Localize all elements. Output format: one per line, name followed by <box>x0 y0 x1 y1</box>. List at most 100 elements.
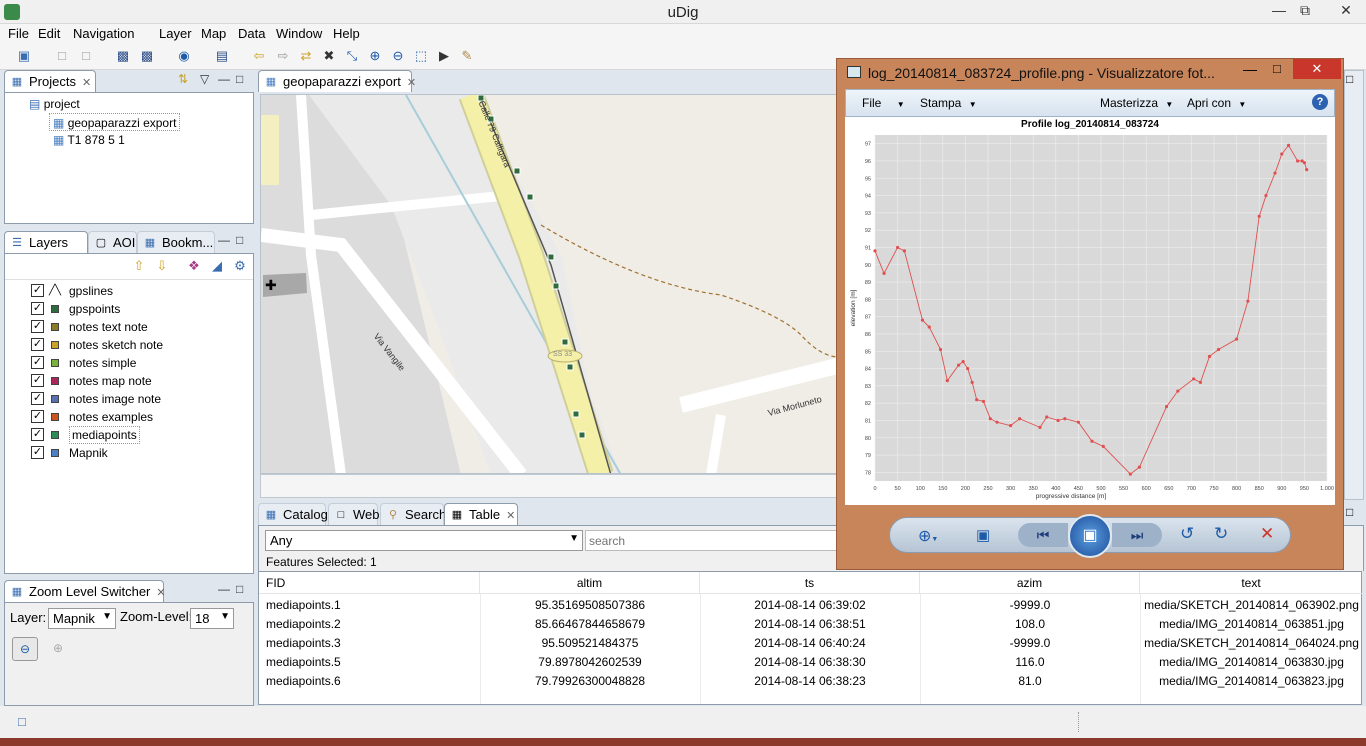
layer-select[interactable]: Mapnik ▼ <box>48 608 116 629</box>
tab-layers[interactable]: ☰ Layers <box>4 231 88 253</box>
restore-icon[interactable]: ⧉ <box>1300 2 1310 18</box>
viewer-minimize-icon[interactable]: — <box>1243 61 1257 77</box>
tab-aoi[interactable]: ▢ AOI <box>88 231 137 253</box>
tree-map-t1[interactable]: ▦ T1 878 5 1 <box>53 131 125 149</box>
layer-visibility-checkbox[interactable]: ✓ <box>31 410 44 423</box>
layer-row-notes-sketch-note[interactable]: ✓ notes sketch note <box>29 336 249 354</box>
close-icon[interactable]: ✕ <box>506 510 516 522</box>
menu-map[interactable]: Map <box>201 26 227 41</box>
column-header-altim[interactable]: altim <box>480 572 700 594</box>
zoom-icon[interactable]: ⊕▼ <box>918 528 939 545</box>
viewer-menu-apri-con[interactable]: Apri con ▼ <box>1187 96 1246 110</box>
previous-icon[interactable]: ⏮ <box>1018 523 1068 547</box>
minimize-panel-icon[interactable]: — <box>218 582 230 596</box>
back-icon[interactable]: ⇦ <box>253 48 265 63</box>
fit-window-icon[interactable]: ▣ <box>976 527 991 544</box>
column-header-text[interactable]: text <box>1140 572 1363 594</box>
close-icon[interactable]: ✕ <box>81 77 92 89</box>
tab-web[interactable]: □ Web <box>328 503 380 525</box>
save-icon[interactable]: □ <box>58 48 66 63</box>
help-icon[interactable]: ? <box>1312 94 1328 110</box>
tab-bookmarks[interactable]: ▦ Bookm... <box>137 231 215 253</box>
minimize-panel-icon[interactable]: — <box>218 72 230 86</box>
edit-icon[interactable]: ✎ <box>461 48 473 63</box>
table-row[interactable]: mediapoints.5 79.8978042602539 2014-08-14 … <box>259 653 1363 672</box>
layer-row-gpspoints[interactable]: ✓ gpspoints <box>29 300 249 318</box>
maximize-panel-icon[interactable]: □ <box>236 233 244 247</box>
tab-search[interactable]: ⚲ Search <box>380 503 446 525</box>
forward-icon[interactable]: ⇨ <box>277 48 289 63</box>
move-up-icon[interactable]: ⇧ <box>133 258 145 273</box>
map-canvas[interactable]: ✚ Calle 79 Calligara Via Vangile Via Mor… <box>260 94 838 474</box>
maximize-panel-icon[interactable]: □ <box>1346 505 1354 519</box>
layer-visibility-checkbox[interactable]: ✓ <box>31 428 44 441</box>
zoom-in-button[interactable]: ⊕ <box>52 641 64 655</box>
rotate-right-icon[interactable]: ↻ <box>1214 524 1229 543</box>
layer-visibility-checkbox[interactable]: ✓ <box>31 356 44 369</box>
layer-row-notes-image-note[interactable]: ✓ notes image note <box>29 390 249 408</box>
window-icon[interactable]: ▩ <box>116 48 130 63</box>
close-icon[interactable]: ✕ <box>1340 2 1352 18</box>
minimize-icon[interactable]: — <box>1272 2 1286 18</box>
layer-row-notes-simple[interactable]: ✓ notes simple <box>29 354 249 372</box>
layer-visibility-checkbox[interactable]: ✓ <box>31 392 44 405</box>
search-input[interactable] <box>585 530 839 551</box>
layer-visibility-checkbox[interactable]: ✓ <box>31 374 44 387</box>
view-menu-icon[interactable]: ▽ <box>200 72 210 86</box>
layer-visibility-checkbox[interactable]: ✓ <box>31 446 44 459</box>
maximize-panel-icon[interactable]: □ <box>236 582 244 596</box>
layer-row-notes-map-note[interactable]: ✓ notes map note <box>29 372 249 390</box>
style-icon[interactable]: ❖ <box>188 258 200 273</box>
tree-map-geopaparazzi[interactable]: ▦ geopaparazzi export <box>49 113 181 131</box>
select-icon[interactable]: ⬚ <box>414 48 428 63</box>
zoom-out-button[interactable]: ⊖ <box>12 637 38 661</box>
viewer-maximize-icon[interactable]: □ <box>1273 61 1281 76</box>
fit-icon[interactable]: ⤡ <box>346 48 358 63</box>
layer-visibility-checkbox[interactable]: ✓ <box>31 338 44 351</box>
table-row[interactable]: mediapoints.1 95.35169508507386 2014-08-14… <box>259 596 1363 615</box>
column-header-azim[interactable]: azim <box>920 572 1140 594</box>
tab-zoom-level[interactable]: ▦ Zoom Level Switcher ✕ <box>4 580 166 602</box>
link-icon[interactable]: ⇅ <box>178 72 189 86</box>
tab-table[interactable]: ▦ Table ✕ <box>444 503 518 525</box>
layer-row-gpslines[interactable]: ✓ ╱╲ gpslines <box>29 282 249 300</box>
layer-row-mediapoints[interactable]: ✓ mediapoints <box>29 426 249 444</box>
pan-icon[interactable]: ⇄ <box>300 48 312 63</box>
layer-row-notes-text-note[interactable]: ✓ notes text note <box>29 318 249 336</box>
table-row[interactable]: mediapoints.3 95.509521484375 2014-08-14 0… <box>259 634 1363 653</box>
rotate-left-icon[interactable]: ↺ <box>1180 524 1195 543</box>
layer-row-notes-examples[interactable]: ✓ notes examples <box>29 408 249 426</box>
tab-catalog[interactable]: ▦ Catalog <box>258 503 328 525</box>
move-down-icon[interactable]: ⇩ <box>156 258 168 273</box>
column-header-fid[interactable]: FID <box>259 572 480 594</box>
menu-layer[interactable]: Layer <box>159 26 192 41</box>
save-all-icon[interactable]: □ <box>82 48 90 63</box>
layer-visibility-checkbox[interactable]: ✓ <box>31 284 44 297</box>
table-row[interactable]: mediapoints.6 79.79926300048828 2014-08-14… <box>259 672 1363 691</box>
menu-edit[interactable]: Edit <box>38 26 61 41</box>
maximize-panel-icon[interactable]: □ <box>1346 72 1354 86</box>
new-icon[interactable]: ▣ <box>17 48 31 63</box>
zoom-select[interactable]: 18 ▼ <box>190 608 234 629</box>
layer-tool-icon[interactable]: ⚙ <box>234 258 246 273</box>
tree-project-root[interactable]: ▤ project <box>29 95 80 113</box>
next-icon[interactable]: ⏭ <box>1112 523 1162 547</box>
layer-visibility-checkbox[interactable]: ✓ <box>31 302 44 315</box>
layer-row-Mapnik[interactable]: ✓ Mapnik <box>29 444 249 462</box>
globe-icon[interactable]: ◉ <box>178 48 190 63</box>
maximize-panel-icon[interactable]: □ <box>236 72 244 86</box>
viewer-close-button[interactable]: ✕ <box>1293 59 1341 79</box>
window-edit-icon[interactable]: ▩ <box>140 48 154 63</box>
properties-icon[interactable]: ▤ <box>215 48 229 63</box>
minimize-panel-icon[interactable]: — <box>218 233 230 247</box>
slideshow-button[interactable]: ▣ <box>1068 514 1112 558</box>
play-icon[interactable]: ▶ <box>439 48 449 63</box>
menu-file[interactable]: File <box>8 26 29 41</box>
viewer-menu-masterizza[interactable]: Masterizza ▼ <box>1100 96 1173 110</box>
column-header-ts[interactable]: ts <box>700 572 920 594</box>
viewer-menu-file[interactable]: File ▼ <box>862 96 905 110</box>
zoom-extent-icon[interactable]: ✖ <box>323 48 335 63</box>
zoom-in-icon[interactable]: ⊕ <box>369 48 381 63</box>
delete-icon[interactable]: ✕ <box>1260 524 1275 543</box>
menu-help[interactable]: Help <box>333 26 360 41</box>
